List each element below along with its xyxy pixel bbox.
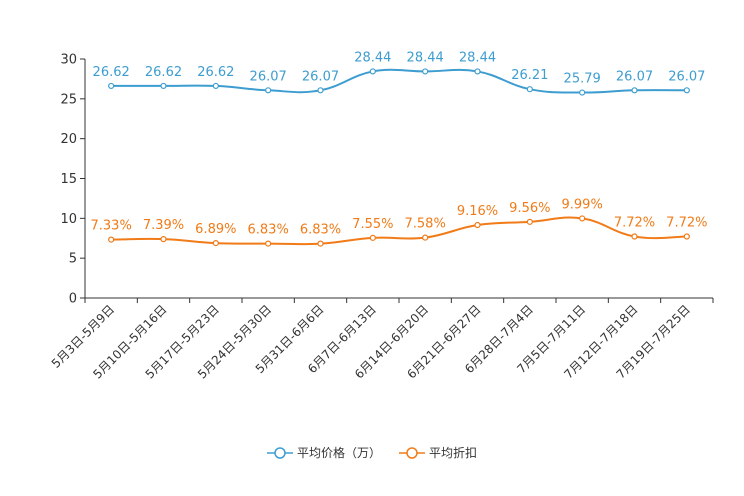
data-point <box>265 240 272 247</box>
data-point <box>683 233 690 240</box>
y-tick-label: 10 <box>60 212 77 227</box>
line-chart: 0510152025305月3日-5月9日5月10日-5月16日5月17日-5月… <box>49 50 714 382</box>
legend-item-price[interactable]: 平均价格（万） <box>266 444 381 461</box>
data-label: 7.72% <box>614 215 655 230</box>
data-label: 26.07 <box>616 69 653 84</box>
data-point <box>474 221 481 229</box>
data-point <box>265 87 272 94</box>
data-label: 26.62 <box>197 65 234 80</box>
chart-legend: 平均价格（万） 平均折扣 <box>0 444 744 461</box>
data-label: 7.39% <box>143 218 184 233</box>
y-tick-label: 25 <box>60 92 77 107</box>
data-label: 28.44 <box>354 50 391 65</box>
data-label: 9.56% <box>509 201 550 216</box>
data-label: 25.79 <box>564 72 601 87</box>
data-point <box>526 86 533 93</box>
legend-discount-label: 平均折扣 <box>429 446 478 460</box>
data-label: 26.62 <box>145 65 182 80</box>
y-tick-label: 30 <box>60 53 77 68</box>
data-label: 7.55% <box>352 217 393 232</box>
data-label: 6.83% <box>300 223 341 238</box>
data-point <box>317 240 324 247</box>
data-point <box>422 234 429 241</box>
y-tick-label: 15 <box>60 172 77 187</box>
data-label: 7.33% <box>91 219 132 234</box>
data-label: 7.72% <box>666 215 707 230</box>
data-point <box>317 87 324 94</box>
data-label: 9.99% <box>562 197 603 212</box>
series-line-0 <box>111 68 687 94</box>
data-point <box>683 87 690 94</box>
data-label: 7.58% <box>405 217 446 232</box>
data-label: 26.07 <box>302 69 339 84</box>
data-label: 28.44 <box>407 50 444 65</box>
data-point <box>422 68 429 75</box>
data-point <box>474 68 481 75</box>
y-tick-label: 0 <box>69 292 77 307</box>
data-point <box>160 82 167 90</box>
data-point <box>212 82 219 90</box>
data-point <box>160 236 167 243</box>
series-line-1 <box>111 216 687 246</box>
legend-item-discount[interactable]: 平均折扣 <box>399 444 477 461</box>
data-point <box>579 215 586 222</box>
y-tick-label: 20 <box>60 132 77 147</box>
legend-discount-marker-icon <box>399 446 425 459</box>
data-point <box>108 236 115 243</box>
data-label: 26.07 <box>668 69 705 84</box>
legend-price-label: 平均价格（万） <box>296 446 381 460</box>
data-label: 26.62 <box>93 65 130 80</box>
data-label: 9.16% <box>457 204 498 219</box>
data-point <box>108 82 115 90</box>
data-label: 28.44 <box>459 50 496 65</box>
data-label: 26.07 <box>250 69 287 84</box>
data-label: 26.21 <box>511 68 548 83</box>
data-point <box>631 87 638 94</box>
y-tick-label: 5 <box>69 252 77 267</box>
data-point <box>369 68 376 75</box>
data-point <box>526 218 533 225</box>
data-point <box>369 234 376 241</box>
data-label: 6.89% <box>195 222 236 237</box>
data-label: 6.83% <box>248 223 289 238</box>
data-point <box>579 89 586 96</box>
data-point <box>212 240 219 247</box>
data-point <box>631 233 638 240</box>
legend-price-marker-icon <box>266 446 293 459</box>
